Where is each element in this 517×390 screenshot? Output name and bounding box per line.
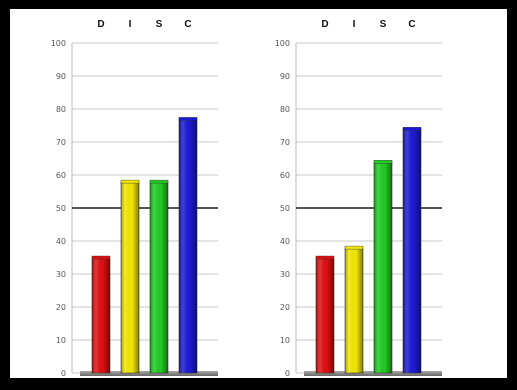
y-tick-label: 20 <box>56 303 66 312</box>
category-label: S <box>380 19 387 30</box>
disc-charts-svg: 0 10 20 30 40 50 60 70 80 90 100 D I S C 0 10 20 30 40 50 60… <box>51 19 442 378</box>
category-label: I <box>129 19 132 30</box>
category-label: I <box>353 19 356 30</box>
category-label: D <box>97 19 104 30</box>
y-tick-label: 100 <box>51 39 66 48</box>
bar-shading <box>374 161 392 373</box>
y-tick-label: 0 <box>61 369 66 378</box>
y-tick-label: 100 <box>275 39 290 48</box>
bar-shading <box>150 181 168 373</box>
y-tick-label: 10 <box>56 336 66 345</box>
y-tick-label: 70 <box>56 138 66 147</box>
y-tick-label: 40 <box>280 237 290 246</box>
chart-floor <box>304 371 442 376</box>
bar-cap <box>344 245 364 250</box>
category-label: C <box>184 19 191 30</box>
category-label: S <box>156 19 163 30</box>
y-tick-label: 30 <box>56 270 66 279</box>
disc-chart-left: 0 10 20 30 40 50 60 70 80 90 100 D I S C <box>51 19 218 378</box>
y-tick-label: 50 <box>56 204 66 213</box>
bar-cap <box>178 117 198 121</box>
chart-floor <box>80 371 218 376</box>
bar-cap <box>373 160 393 164</box>
bar-shading <box>121 181 139 373</box>
y-tick-label: 80 <box>280 105 290 114</box>
chart-frame: 0 10 20 30 40 50 60 70 80 90 100 D I S C 0 10 20 30 40 50 60… <box>10 9 507 378</box>
y-tick-label: 90 <box>280 72 290 81</box>
category-label: D <box>321 19 328 30</box>
bar-shading <box>403 128 421 373</box>
y-tick-label: 70 <box>280 138 290 147</box>
bar-cap <box>149 179 169 184</box>
bar-cap <box>315 255 335 260</box>
y-tick-label: 30 <box>280 270 290 279</box>
y-tick-label: 80 <box>56 105 66 114</box>
y-tick-label: 50 <box>280 204 290 213</box>
bar-cap <box>120 179 140 184</box>
y-tick-label: 10 <box>280 336 290 345</box>
bar-cap <box>402 127 422 131</box>
bar-shading <box>316 257 334 373</box>
y-tick-label: 20 <box>280 303 290 312</box>
bar-shading <box>92 257 110 373</box>
bar-shading <box>345 247 363 373</box>
category-label: C <box>408 19 415 30</box>
y-tick-label: 40 <box>56 237 66 246</box>
bar-shading <box>179 118 197 374</box>
y-tick-label: 60 <box>280 171 290 180</box>
y-tick-label: 60 <box>56 171 66 180</box>
y-tick-label: 0 <box>285 369 290 378</box>
disc-chart-right: 0 10 20 30 40 50 60 70 80 90 100 D I S C <box>275 19 442 378</box>
y-tick-label: 90 <box>56 72 66 81</box>
bar-cap <box>91 255 111 260</box>
